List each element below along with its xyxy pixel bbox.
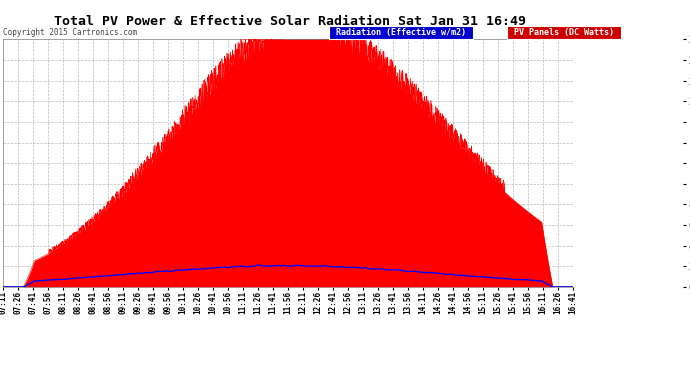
Text: Copyright 2015 Cartronics.com: Copyright 2015 Cartronics.com [3,28,137,37]
Text: Radiation (Effective w/m2): Radiation (Effective w/m2) [331,28,471,37]
Text: Total PV Power & Effective Solar Radiation Sat Jan 31 16:49: Total PV Power & Effective Solar Radiati… [54,15,526,28]
Text: PV Panels (DC Watts): PV Panels (DC Watts) [509,28,619,37]
